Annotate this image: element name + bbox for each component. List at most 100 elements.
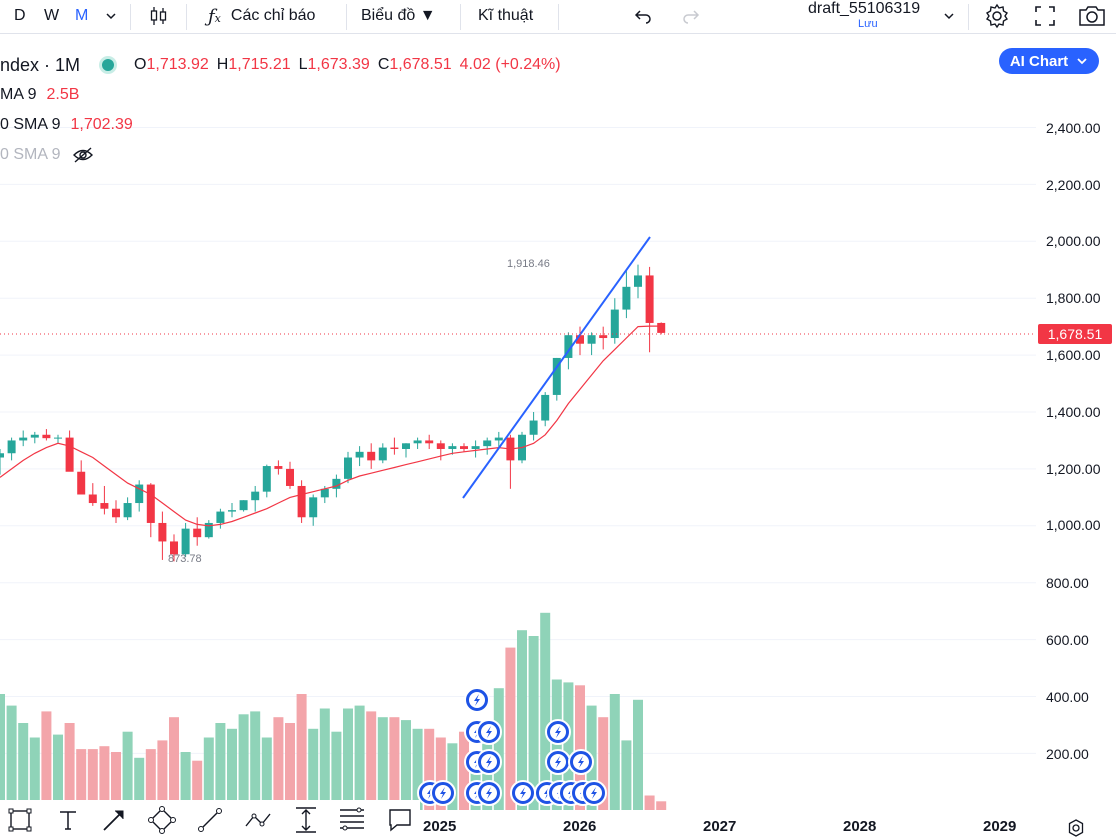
candle-body	[7, 440, 16, 454]
volume-bar	[18, 723, 29, 810]
symbol-title[interactable]: ndex · 1M	[0, 54, 81, 75]
technical-button[interactable]: Kĩ thuật	[478, 7, 534, 24]
price-tick: 800.00	[1046, 575, 1089, 591]
measure-tool[interactable]	[288, 802, 324, 838]
volume-bar	[238, 714, 249, 810]
candle-body	[344, 457, 352, 479]
layout-dropdown-button[interactable]	[942, 0, 956, 32]
price-tick: 1,800.00	[1046, 290, 1101, 306]
measure-icon	[296, 807, 316, 833]
dividend-event-icon[interactable]	[545, 719, 571, 745]
draft-name: draft_55106319	[808, 0, 921, 17]
timeframe-m-button[interactable]: M	[75, 7, 89, 24]
dividend-event-icon[interactable]	[430, 780, 456, 806]
gear-icon	[986, 3, 1008, 29]
candle-body	[251, 491, 260, 501]
text-icon	[60, 811, 76, 830]
volume-bar	[401, 720, 411, 810]
indicator-row-volume[interactable]: MA 9 2.5B	[0, 86, 80, 103]
candle-body	[146, 484, 155, 523]
volume-bar	[343, 708, 353, 810]
ohlc-row: ndex · 1M O 1,713.92 H 1,715.21 L 1,673.39 …	[0, 54, 561, 75]
price-tick: 1,600.00	[1046, 347, 1101, 363]
high-marker: 1,918.46	[507, 258, 550, 270]
low-marker: 873.78	[168, 553, 202, 565]
axis-settings-button[interactable]	[1066, 818, 1086, 839]
candle-body	[170, 541, 178, 555]
dividend-event-icon[interactable]	[545, 749, 571, 775]
dividend-event-icon[interactable]	[568, 749, 594, 775]
candle-body	[228, 510, 236, 512]
text-tool[interactable]	[50, 802, 86, 838]
candle-body	[494, 437, 503, 441]
fullscreen-button[interactable]	[1034, 0, 1056, 32]
volume-bar	[656, 801, 667, 810]
rectangle-tool[interactable]	[2, 802, 38, 838]
trendline-icon	[198, 808, 222, 832]
candle-body	[390, 447, 399, 449]
dividend-event-icon[interactable]	[464, 687, 490, 713]
dividend-event-icon[interactable]	[476, 749, 502, 775]
dividend-event-icon[interactable]	[476, 719, 502, 745]
arrow-tool[interactable]	[96, 802, 132, 838]
fib-tool[interactable]	[334, 802, 370, 838]
candle-body	[587, 335, 596, 344]
candle-body	[634, 275, 642, 287]
timeframe-dropdown-button[interactable]	[104, 0, 118, 32]
volume-bar	[111, 752, 121, 810]
volume-bar	[273, 717, 284, 810]
candle-style-button[interactable]	[148, 0, 170, 32]
path-icon	[245, 813, 271, 827]
redo-button[interactable]	[680, 0, 702, 32]
candle-body	[610, 309, 619, 339]
open-value: 1,713.92	[146, 56, 209, 73]
candle-body	[320, 488, 329, 498]
volume-bar	[285, 723, 295, 810]
candle-body	[355, 451, 364, 458]
indicators-button[interactable]: ƒx Các chỉ báo	[208, 0, 315, 32]
indicator-row-sma[interactable]: 0 SMA 9 1,702.39	[0, 116, 133, 133]
market-status-icon	[102, 59, 115, 71]
screenshot-button[interactable]	[1078, 0, 1106, 32]
ai-chart-button[interactable]: AI Chart	[999, 48, 1099, 74]
candle-body	[332, 478, 341, 489]
trendline-tool[interactable]	[192, 802, 228, 838]
timeframe-w-button[interactable]: W	[44, 7, 60, 24]
undo-icon	[634, 10, 651, 24]
pattern-tool[interactable]	[144, 802, 180, 838]
candle-body	[54, 437, 62, 439]
candle-body	[425, 440, 434, 444]
undo-button[interactable]	[632, 0, 654, 32]
volume-bar	[424, 728, 435, 810]
volume-bar	[505, 647, 516, 810]
chart-type-button[interactable]: Biểu đồ ▼	[361, 7, 436, 24]
volume-bar	[53, 734, 63, 810]
high-value: 1,715.21	[228, 56, 291, 73]
volume-bar	[122, 731, 133, 810]
volume-bar	[412, 728, 423, 810]
dividend-event-icon[interactable]	[581, 780, 607, 806]
volume-bar	[389, 717, 400, 810]
change-value: 4.02 (+0.24%)	[459, 56, 561, 73]
time-tick: 2026	[563, 818, 597, 835]
note-tool[interactable]	[382, 802, 418, 838]
path-tool[interactable]	[240, 802, 276, 838]
rectangle-icon	[8, 808, 32, 832]
candle-body	[19, 437, 28, 441]
volume-bar	[354, 705, 365, 810]
indicator-row-sma-hidden[interactable]: 0 SMA 9	[0, 144, 94, 166]
candle-body	[645, 275, 654, 323]
candle-body	[541, 394, 550, 421]
candle-body	[367, 451, 376, 461]
timeframe-d-button[interactable]: D	[14, 7, 26, 24]
candle-body	[42, 434, 51, 439]
price-tick: 2,400.00	[1046, 120, 1101, 136]
settings-button[interactable]	[984, 0, 1010, 32]
volume-bar	[366, 711, 377, 810]
dividend-event-icon[interactable]	[510, 780, 536, 806]
dividend-event-icon[interactable]	[476, 780, 502, 806]
low-value: 1,673.39	[307, 56, 370, 73]
eye-hidden-icon[interactable]	[72, 146, 94, 164]
price-tick: 2,200.00	[1046, 177, 1101, 193]
